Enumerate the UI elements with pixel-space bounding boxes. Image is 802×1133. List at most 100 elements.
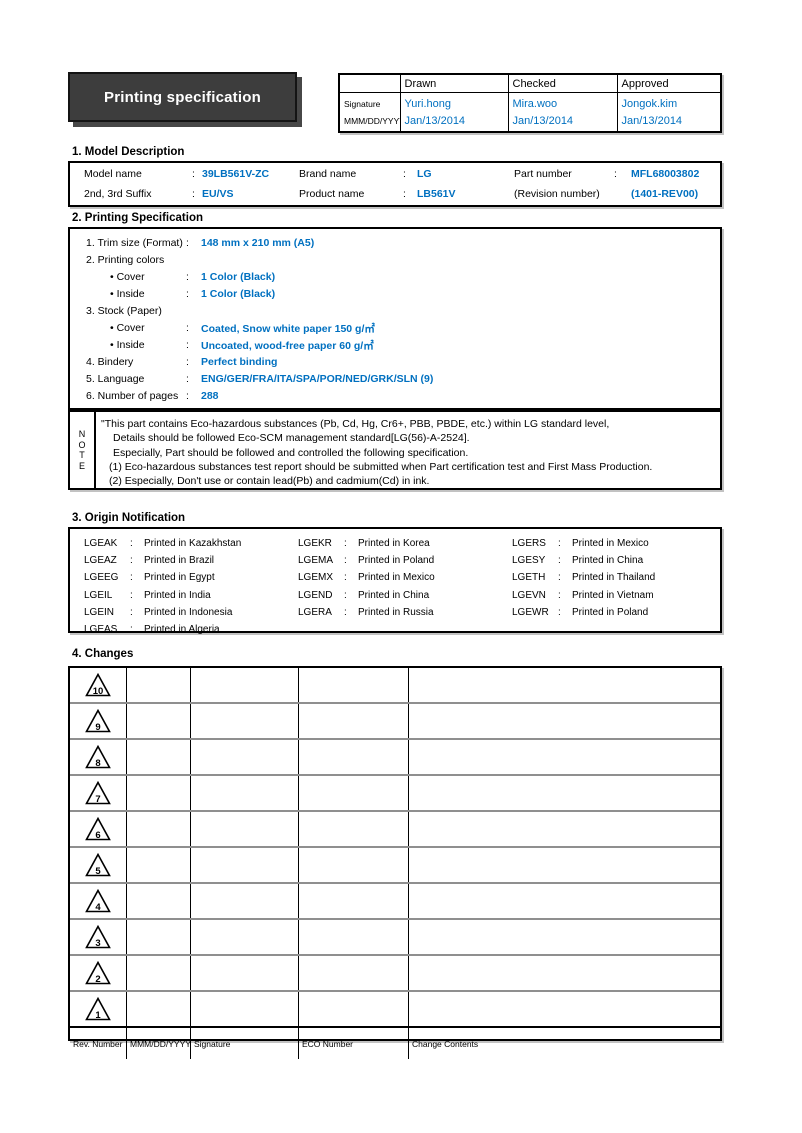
product-name-value: LB561V bbox=[417, 188, 456, 200]
signature-cell bbox=[190, 884, 298, 918]
approval-col-checked: Checked bbox=[507, 74, 617, 93]
spec-row-printing-colors: 2. Printing colors bbox=[70, 251, 720, 268]
footer-date: MMM/DD/YYYY bbox=[126, 1028, 191, 1059]
change-contents-cell bbox=[408, 848, 720, 882]
colon: : bbox=[186, 373, 189, 386]
spec-label: 3. Stock (Paper) bbox=[86, 304, 162, 317]
origin-code: LGEIL bbox=[84, 589, 113, 601]
eco-number-cell bbox=[298, 920, 408, 954]
origin-item: LGETH: Printed in Thailand bbox=[512, 569, 720, 586]
footer-signature: Signature bbox=[190, 1028, 298, 1059]
origin-item: LGEIN: Printed in Indonesia bbox=[84, 604, 298, 621]
revision-number: 2 bbox=[95, 974, 100, 985]
eco-number-cell bbox=[298, 956, 408, 990]
date-cell bbox=[126, 884, 190, 918]
origin-item: LGEIL: Printed in India bbox=[84, 587, 298, 604]
revision-triangle-icon: 5 bbox=[85, 853, 111, 877]
origin-item: LGEAS: Printed in Algeria bbox=[84, 621, 298, 638]
origin-country: Printed in China bbox=[358, 589, 430, 601]
colon: : bbox=[558, 589, 561, 601]
colon: : bbox=[558, 538, 561, 550]
spec-label: • Cover bbox=[110, 270, 145, 283]
spec-row-stock: 3. Stock (Paper) bbox=[70, 302, 720, 319]
spec-label: • Inside bbox=[110, 287, 145, 300]
colon: : bbox=[403, 168, 406, 180]
change-contents-cell bbox=[408, 704, 720, 738]
note-letter: E bbox=[78, 460, 85, 471]
spec-label: • Cover bbox=[110, 322, 145, 335]
origin-code: LGEAZ bbox=[84, 555, 117, 567]
date-cell bbox=[126, 812, 190, 846]
origin-column-2: LGEKR: Printed in Korea LGEMA: Printed in … bbox=[298, 535, 512, 638]
signature-approved: Jongok.kim bbox=[616, 92, 721, 112]
approval-table: Drawn Checked Approved Signature Yuri.ho… bbox=[338, 73, 722, 133]
rev-marker-cell: 7 bbox=[70, 776, 126, 810]
footer-change-contents: Change Contents bbox=[408, 1028, 720, 1059]
spec-value: 148 mm x 210 mm (A5) bbox=[201, 236, 315, 249]
origin-country: Printed in Korea bbox=[358, 538, 430, 550]
spec-row-language: 5. Language: ENG/GER/FRA/ITA/SPA/POR/NED/… bbox=[70, 371, 720, 388]
brand-name-label: Brand name bbox=[299, 168, 357, 180]
rev-marker-cell: 9 bbox=[70, 704, 126, 738]
suffix-label: 2nd, 3rd Suffix bbox=[84, 188, 152, 200]
colon: : bbox=[558, 606, 561, 618]
model-description-box: Model name : 39LB561V-ZC Brand name : LG… bbox=[68, 161, 722, 207]
origin-code: LGEMX bbox=[298, 572, 334, 584]
revision-triangle-icon: 2 bbox=[85, 961, 111, 985]
origin-code: LGETH bbox=[512, 572, 546, 584]
colon: : bbox=[186, 287, 189, 300]
revision-triangle-icon: 10 bbox=[85, 673, 111, 697]
signature-cell bbox=[190, 776, 298, 810]
changes-row-rev2: 2 bbox=[70, 954, 720, 990]
date-cell bbox=[126, 776, 190, 810]
footer-rev-number: Rev. Number bbox=[73, 1038, 123, 1049]
rev-marker-cell: 4 bbox=[70, 884, 126, 918]
spec-row-trim-size: 1. Trim size (Format):148 mm x 210 mm (A… bbox=[70, 234, 720, 251]
signature-cell bbox=[190, 920, 298, 954]
spec-label: 5. Language bbox=[86, 373, 145, 386]
origin-code: LGEAS bbox=[84, 624, 118, 636]
spec-row-pages: 6. Number of pages:288 bbox=[70, 388, 720, 405]
page-title: Printing specification bbox=[104, 88, 261, 106]
colon: : bbox=[344, 538, 347, 550]
origin-item: LGEND: Printed in China bbox=[298, 587, 512, 604]
colon: : bbox=[130, 555, 133, 567]
spec-value: 1 Color (Black) bbox=[201, 270, 276, 283]
origin-item: LGEVN: Printed in Vietnam bbox=[512, 587, 720, 604]
colon: : bbox=[130, 572, 133, 584]
signature-cell bbox=[190, 848, 298, 882]
suffix-value: EU/VS bbox=[202, 188, 234, 200]
colon: : bbox=[344, 589, 347, 601]
revision-number-value: (1401-REV00) bbox=[631, 188, 699, 200]
title-box: Printing specification bbox=[68, 72, 297, 122]
spec-label: • Inside bbox=[110, 339, 145, 352]
colon: : bbox=[614, 168, 617, 180]
note-line-2: Details should be followed Eco-SCM manag… bbox=[113, 432, 470, 445]
spec-row-colors-inside: • Inside:1 Color (Black) bbox=[70, 285, 720, 302]
note-box: N O T E "This part contains Eco-hazardou… bbox=[68, 410, 722, 490]
origin-country: Printed in Kazakhstan bbox=[144, 538, 242, 550]
signature-cell bbox=[190, 956, 298, 990]
changes-row-rev8: 8 bbox=[70, 738, 720, 774]
origin-code: LGEKR bbox=[298, 538, 332, 550]
colon: : bbox=[558, 555, 561, 567]
spec-row-stock-cover: • Cover: Coated, Snow white paper 150 g/㎡ bbox=[70, 319, 720, 336]
origin-item: LGESY: Printed in China bbox=[512, 552, 720, 569]
changes-row-rev1: 1 bbox=[70, 990, 720, 1026]
eco-number-cell bbox=[298, 812, 408, 846]
spec-value: ENG/GER/FRA/ITA/SPA/POR/NED/GRK/SLN (9) bbox=[201, 373, 434, 386]
rev-marker-cell: 3 bbox=[70, 920, 126, 954]
date-cell bbox=[126, 956, 190, 990]
heading-model-description: 1. Model Description bbox=[72, 146, 185, 158]
note-letter: T bbox=[79, 450, 85, 460]
origin-country: Printed in India bbox=[144, 589, 211, 601]
revision-triangle-icon: 8 bbox=[85, 745, 111, 769]
origin-code: LGERA bbox=[298, 606, 332, 618]
colon: : bbox=[130, 589, 133, 601]
approval-corner-cell bbox=[339, 74, 400, 93]
rev-marker-cell: 1 bbox=[70, 992, 126, 1026]
spec-row-colors-cover: • Cover:1 Color (Black) bbox=[70, 268, 720, 285]
origin-country: Printed in Vietnam bbox=[572, 589, 654, 601]
model-name-label: Model name bbox=[84, 168, 142, 180]
product-name-label: Product name bbox=[299, 188, 365, 200]
